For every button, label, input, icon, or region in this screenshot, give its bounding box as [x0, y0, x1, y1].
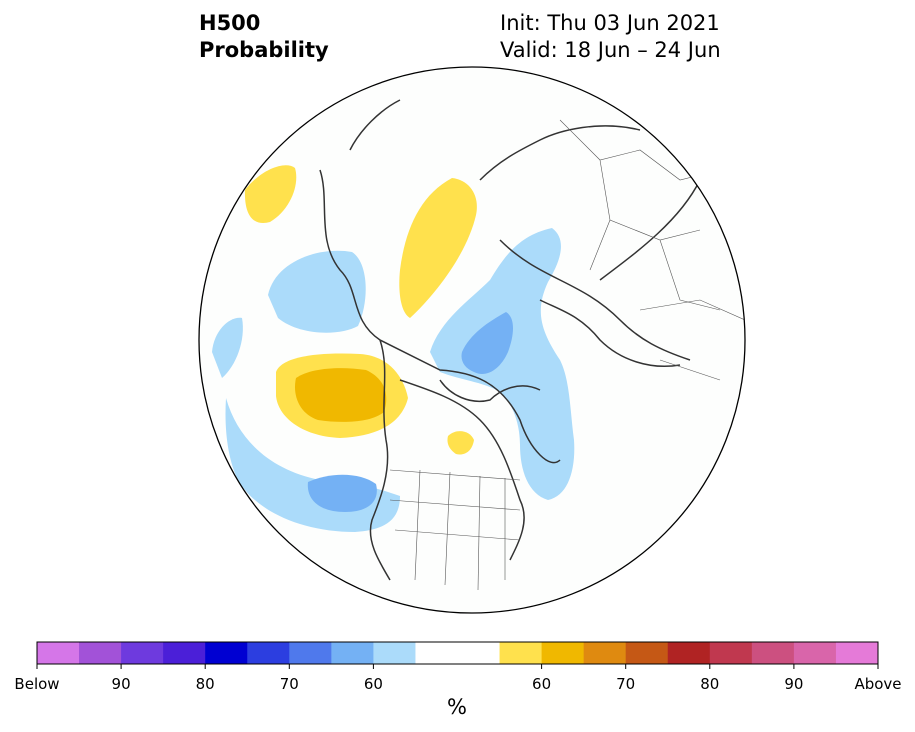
colorbar-swatch: [79, 642, 122, 664]
colorbar-swatch: [415, 642, 458, 664]
colorbar-tick-label: 90: [111, 675, 131, 693]
above-area-siberia: [244, 165, 297, 223]
colorbar-swatch: [121, 642, 164, 664]
colorbar-swatch: [793, 642, 837, 664]
map-dates: Init: Thu 03 Jun 2021 Valid: 18 Jun – 24…: [500, 10, 721, 64]
variable-label: H500: [199, 11, 261, 35]
colorbar-swatch: [709, 642, 753, 664]
globe-outline: [198, 66, 746, 614]
init-date: Init: Thu 03 Jun 2021: [500, 11, 720, 35]
colorbar-swatch: [247, 642, 290, 664]
colorbar-tick-label: 60: [532, 675, 552, 693]
above-area-hudson: [447, 431, 474, 455]
colorbar-unit: %: [447, 695, 467, 719]
colorbar-tick-label: 70: [279, 675, 299, 693]
colorbar: [36, 641, 879, 669]
above-area-ne-pacific-core: [294, 368, 387, 422]
political-borders: [389, 119, 745, 591]
product-label: Probability: [199, 38, 329, 62]
colorbar-swatch: [667, 642, 711, 664]
colorbar-swatch: [751, 642, 795, 664]
colorbar-swatch: [835, 642, 879, 664]
colorbar-tick-label: Below: [14, 675, 60, 693]
colorbar-swatch: [37, 642, 80, 664]
colorbar-swatch: [373, 642, 416, 664]
map-title: H500 Probability: [199, 10, 329, 64]
colorbar-tick-label: 90: [784, 675, 804, 693]
colorbar-swatch: [331, 642, 374, 664]
colorbar-swatch: [541, 642, 585, 664]
above-area-arctic-band: [399, 178, 477, 318]
probability-shading: [212, 99, 745, 591]
colorbar-tick-label: 60: [363, 675, 383, 693]
colorbar-swatch: [163, 642, 206, 664]
below-area-pacific-south-dark: [307, 474, 377, 512]
coastlines: [319, 99, 701, 581]
colorbar-swatch: [583, 642, 627, 664]
colorbar-swatch: [625, 642, 669, 664]
colorbar-border: [36, 641, 879, 665]
colorbar-tick-label: 80: [700, 675, 720, 693]
below-area-atlantic-arc: [430, 228, 575, 500]
colorbar-swatch: [457, 642, 501, 664]
below-area-far-west: [212, 317, 243, 378]
colorbar-swatch: [205, 642, 248, 664]
colorbar-tick-label: Above: [854, 675, 902, 693]
polar-probability-map: [198, 66, 746, 614]
colorbar-tick-label: 70: [616, 675, 636, 693]
colorbar-tick-label: 80: [195, 675, 215, 693]
colorbar-swatch: [499, 642, 543, 664]
colorbar-swatch: [289, 642, 332, 664]
valid-range: Valid: 18 Jun – 24 Jun: [500, 38, 721, 62]
below-area-greenland-dark: [461, 312, 513, 374]
